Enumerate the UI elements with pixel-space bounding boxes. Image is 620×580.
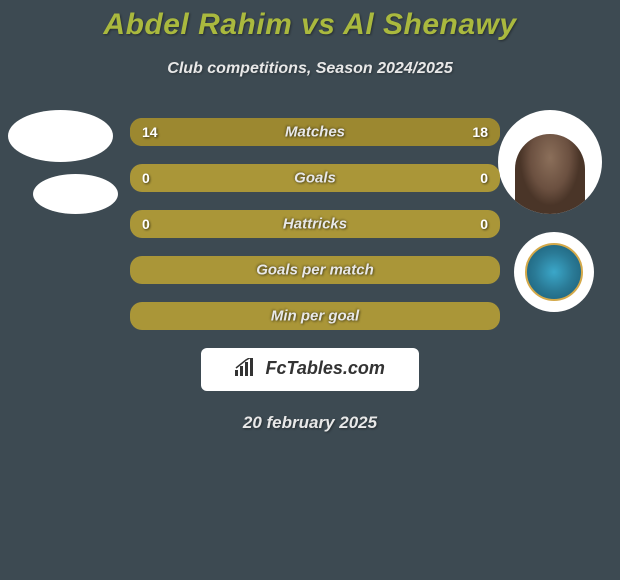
left-avatars (8, 110, 118, 214)
comparison-panel: 14 18 Matches 0 0 Goals 0 0 Hattricks Goals per m… (0, 118, 620, 330)
stat-row: 0 0 Hattricks (130, 210, 500, 238)
stat-label: Goals (294, 170, 336, 187)
stat-label: Hattricks (283, 216, 347, 233)
stat-label: Goals per match (256, 262, 374, 279)
player-left-avatar (8, 110, 113, 162)
club-right-badge-icon (525, 243, 583, 301)
stat-row: Min per goal (130, 302, 500, 330)
stat-value-left: 0 (142, 216, 150, 232)
page-subtitle: Club competitions, Season 2024/2025 (0, 60, 620, 78)
stat-row: 14 18 Matches (130, 118, 500, 146)
stat-value-right: 0 (480, 170, 488, 186)
brand-text: FcTables.com (266, 358, 385, 378)
page-title: Abdel Rahim vs Al Shenawy (0, 0, 620, 42)
club-left-avatar (33, 174, 118, 214)
stat-value-left: 0 (142, 170, 150, 186)
brand-logo: FcTables.com (201, 348, 419, 391)
stat-row: Goals per match (130, 256, 500, 284)
stat-label: Min per goal (271, 308, 359, 325)
chart-icon (235, 358, 257, 381)
stat-value-left: 14 (142, 124, 158, 140)
stat-label: Matches (285, 124, 345, 141)
stat-value-right: 0 (480, 216, 488, 232)
player-right-avatar (498, 110, 602, 214)
date-text: 20 february 2025 (0, 413, 620, 433)
stat-value-right: 18 (472, 124, 488, 140)
club-right-avatar (514, 232, 594, 312)
stat-row: 0 0 Goals (130, 164, 500, 192)
right-avatars (498, 110, 602, 312)
footer: FcTables.com 20 february 2025 (0, 348, 620, 433)
